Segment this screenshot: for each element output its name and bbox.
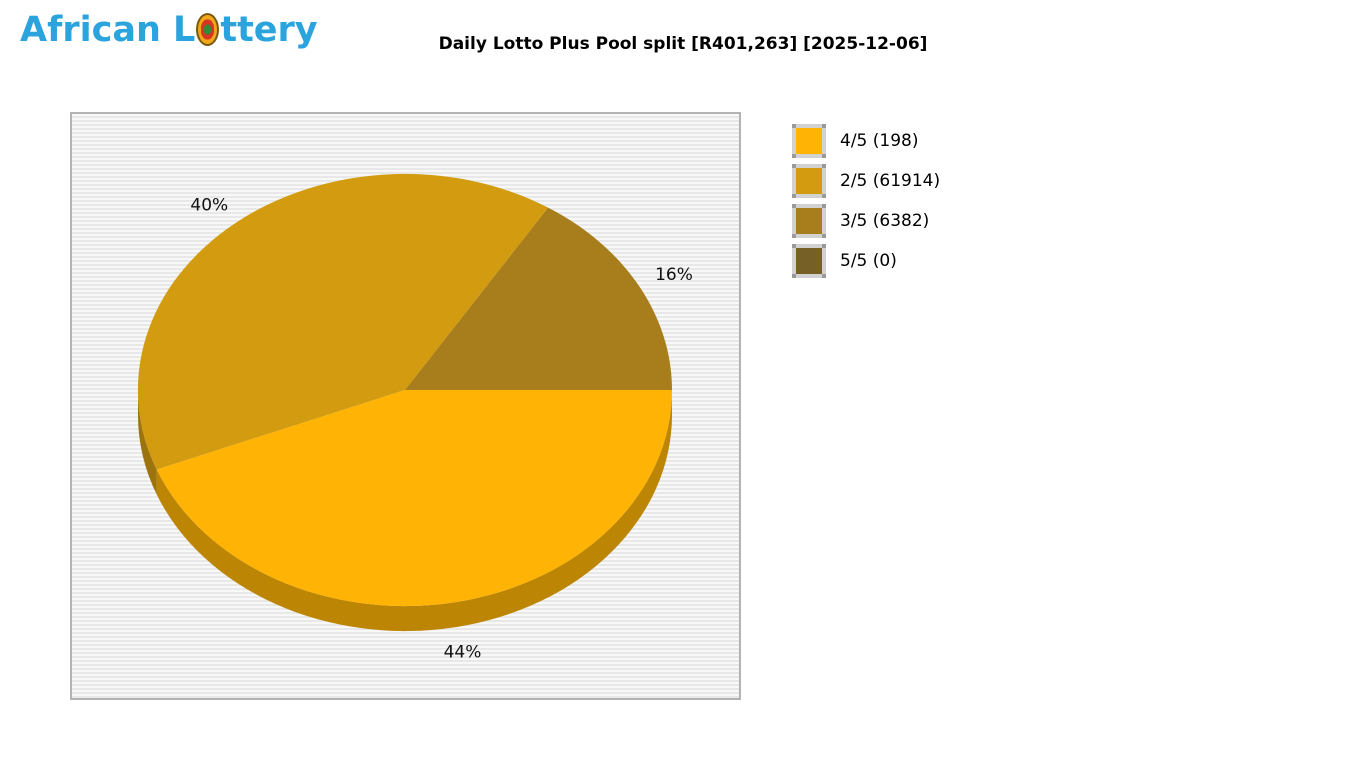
legend-swatch [796, 128, 822, 154]
logo-text-before: African L [20, 10, 196, 50]
legend-label: 3/5 (6382) [840, 211, 930, 231]
plot-area: 44% 40% 16% [70, 112, 741, 700]
legend-swatch-frame [792, 244, 826, 278]
svg-text:44%: 44% [444, 643, 482, 663]
chart-title: Daily Lotto Plus Pool split [R401,263] [… [438, 34, 928, 54]
legend-swatch [796, 248, 822, 274]
legend-swatch [796, 168, 822, 194]
legend-swatch-frame [792, 204, 826, 238]
lottery-ball-icon [196, 13, 220, 46]
legend-item: 5/5 (0) [792, 244, 940, 278]
legend: 4/5 (198) 2/5 (61914) 3/5 (6382) 5/5 (0) [792, 124, 940, 284]
legend-item: 4/5 (198) [792, 124, 940, 158]
logo-text-after: ttery [220, 10, 318, 50]
legend-label: 4/5 (198) [840, 131, 919, 151]
legend-label: 2/5 (61914) [840, 171, 941, 191]
legend-label: 5/5 (0) [840, 251, 897, 271]
legend-swatch-frame [792, 124, 826, 158]
legend-item: 3/5 (6382) [792, 204, 940, 238]
svg-text:16%: 16% [655, 265, 693, 285]
legend-swatch [796, 208, 822, 234]
legend-item: 2/5 (61914) [792, 164, 940, 198]
legend-swatch-frame [792, 164, 826, 198]
svg-text:40%: 40% [190, 195, 228, 215]
african-lottery-logo[interactable]: African L ttery [20, 10, 318, 58]
